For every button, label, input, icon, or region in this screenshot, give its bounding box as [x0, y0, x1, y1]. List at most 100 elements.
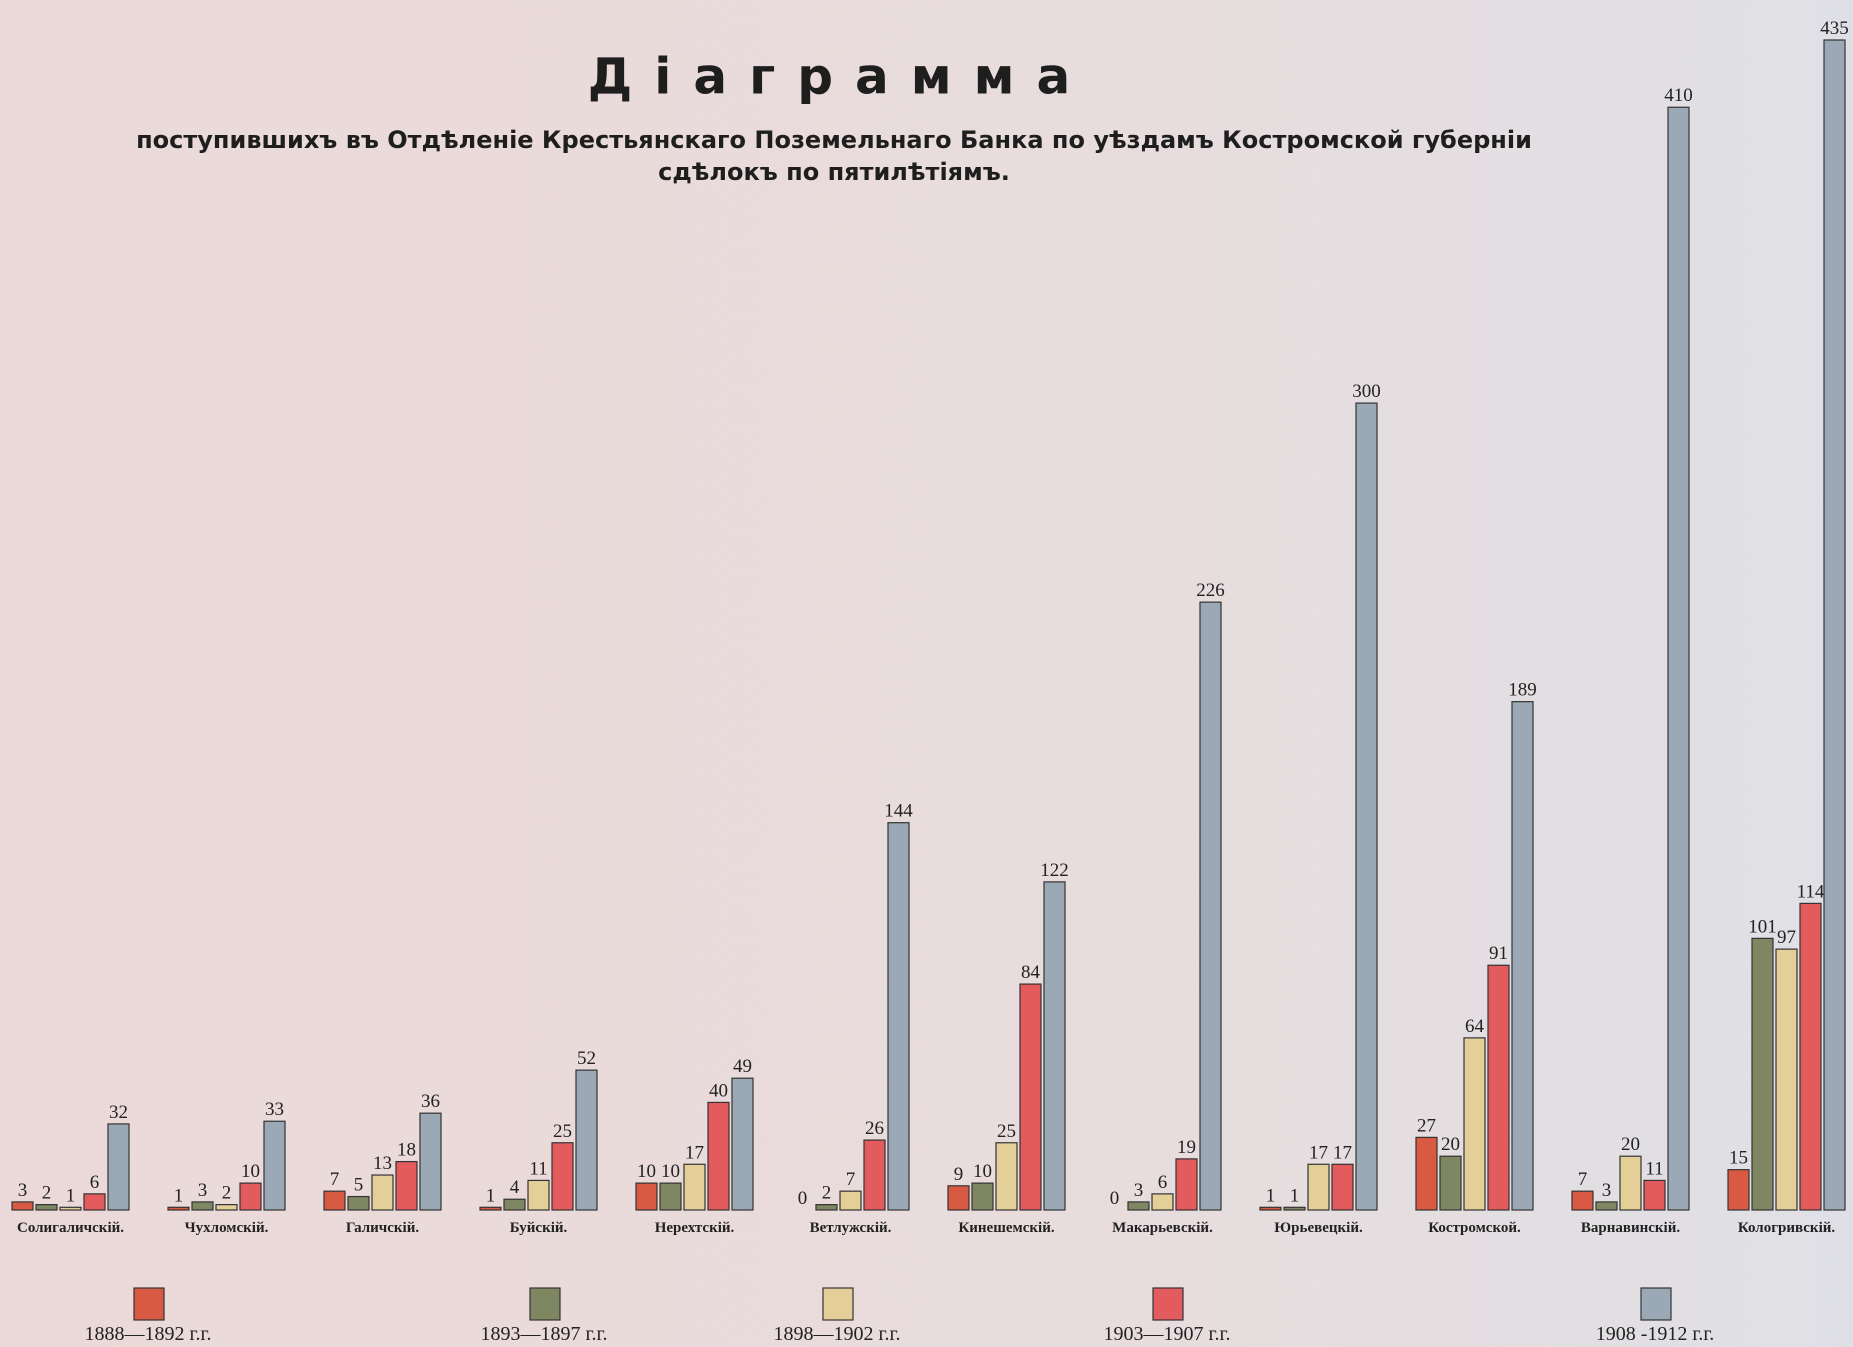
- bar: [1043, 881, 1066, 1211]
- legend-swatch: [1152, 1287, 1184, 1321]
- value-label: 6: [1158, 1172, 1168, 1193]
- bar: [1643, 1179, 1666, 1211]
- value-label: 114: [1797, 881, 1825, 902]
- value-label: 19: [1177, 1137, 1196, 1158]
- bar: [659, 1182, 682, 1211]
- bar: [323, 1190, 346, 1211]
- value-label: 20: [1621, 1134, 1640, 1155]
- value-label: 36: [421, 1091, 440, 1112]
- value-label: 17: [1333, 1142, 1352, 1163]
- bar: [503, 1198, 526, 1211]
- value-label: 5: [354, 1175, 364, 1196]
- bar: [371, 1174, 394, 1211]
- value-label: 27: [1417, 1115, 1436, 1136]
- bar: [35, 1204, 58, 1211]
- bar: [1727, 1169, 1750, 1211]
- value-label: 64: [1465, 1016, 1485, 1037]
- legend-label: 1898—1902 г.г.: [774, 1323, 901, 1345]
- value-label: 11: [529, 1158, 547, 1179]
- legend-label: 1893—1897 г.г.: [481, 1323, 608, 1345]
- bar: [1307, 1163, 1330, 1211]
- bar: [815, 1204, 838, 1211]
- value-label: 7: [1578, 1169, 1588, 1190]
- bar: [527, 1179, 550, 1211]
- bar: [683, 1163, 706, 1211]
- bar: [215, 1204, 238, 1211]
- value-label: 20: [1441, 1134, 1460, 1155]
- value-label: 226: [1196, 580, 1225, 601]
- bar: [1415, 1136, 1438, 1211]
- value-label: 7: [330, 1169, 340, 1190]
- value-label: 0: [798, 1188, 808, 1209]
- value-label: 3: [198, 1180, 208, 1201]
- chart-subtitle: поступившихъ въ Отдѣленіе Крестьянскаго …: [136, 126, 1532, 154]
- bar: [1511, 701, 1534, 1211]
- legend-label: 1903—1907 г.г.: [1104, 1323, 1231, 1345]
- value-label: 15: [1729, 1148, 1748, 1169]
- value-label: 3: [18, 1180, 28, 1201]
- bar: [1667, 106, 1690, 1211]
- value-label: 17: [685, 1142, 704, 1163]
- legend-swatch: [133, 1287, 165, 1321]
- value-label: 17: [1309, 1142, 1328, 1163]
- bar: [1487, 964, 1510, 1211]
- bar: [167, 1206, 190, 1211]
- bar: [839, 1190, 862, 1211]
- legend-label: 1888—1892 г.г.: [85, 1323, 212, 1345]
- bar: [59, 1206, 82, 1211]
- legend-swatch: [1640, 1287, 1672, 1321]
- bar: [83, 1193, 106, 1211]
- value-label: 1: [66, 1185, 76, 1206]
- bar: [1823, 39, 1846, 1211]
- value-label: 10: [637, 1161, 656, 1182]
- value-label: 0: [1110, 1188, 1120, 1209]
- value-label: 2: [42, 1183, 52, 1204]
- bar: [1127, 1201, 1150, 1211]
- x-tick-label: Галичскій.: [346, 1220, 419, 1236]
- bar: [971, 1182, 994, 1211]
- value-label: 1: [174, 1185, 184, 1206]
- bar: [1439, 1155, 1462, 1211]
- bar: [1751, 937, 1774, 1211]
- x-tick-label: Костромской.: [1428, 1220, 1521, 1236]
- x-tick-label: Чухломскій.: [185, 1220, 269, 1236]
- value-label: 2: [222, 1183, 232, 1204]
- bar: [1355, 402, 1378, 1211]
- x-tick-label: Кологривскій.: [1738, 1220, 1836, 1236]
- x-tick-label: Кинешемскій.: [958, 1220, 1054, 1236]
- bar: [1151, 1193, 1174, 1211]
- bar: [419, 1112, 442, 1211]
- value-label: 3: [1602, 1180, 1612, 1201]
- value-label: 1: [1290, 1185, 1300, 1206]
- value-label: 32: [109, 1102, 128, 1123]
- value-label: 2: [822, 1183, 832, 1204]
- x-tick-label: Варнавинскій.: [1581, 1220, 1680, 1236]
- bar: [1331, 1163, 1354, 1211]
- value-label: 91: [1489, 943, 1508, 964]
- value-label: 300: [1352, 381, 1381, 402]
- bar: [887, 822, 910, 1211]
- bar: [635, 1182, 658, 1211]
- bar: [191, 1201, 214, 1211]
- value-label: 122: [1040, 860, 1069, 881]
- x-tick-label: Нерехтскій.: [655, 1220, 735, 1236]
- value-label: 13: [373, 1153, 392, 1174]
- bar: [479, 1206, 502, 1211]
- value-label: 101: [1748, 916, 1777, 937]
- value-label: 1: [1266, 1185, 1276, 1206]
- bar: [239, 1182, 262, 1211]
- value-label: 10: [661, 1161, 680, 1182]
- bar: [1199, 601, 1222, 1211]
- legend-swatch: [822, 1287, 854, 1321]
- value-label: 11: [1645, 1158, 1663, 1179]
- bar: [1799, 902, 1822, 1211]
- chart-subtitle: сдѣлокъ по пятилѣтіямъ.: [658, 158, 1010, 186]
- value-label: 25: [997, 1121, 1016, 1142]
- bar: [1595, 1201, 1618, 1211]
- bar: [347, 1195, 370, 1211]
- value-label: 10: [973, 1161, 992, 1182]
- bar: [707, 1101, 730, 1211]
- value-label: 144: [884, 801, 913, 822]
- bar: [1463, 1037, 1486, 1211]
- value-label: 18: [397, 1140, 416, 1161]
